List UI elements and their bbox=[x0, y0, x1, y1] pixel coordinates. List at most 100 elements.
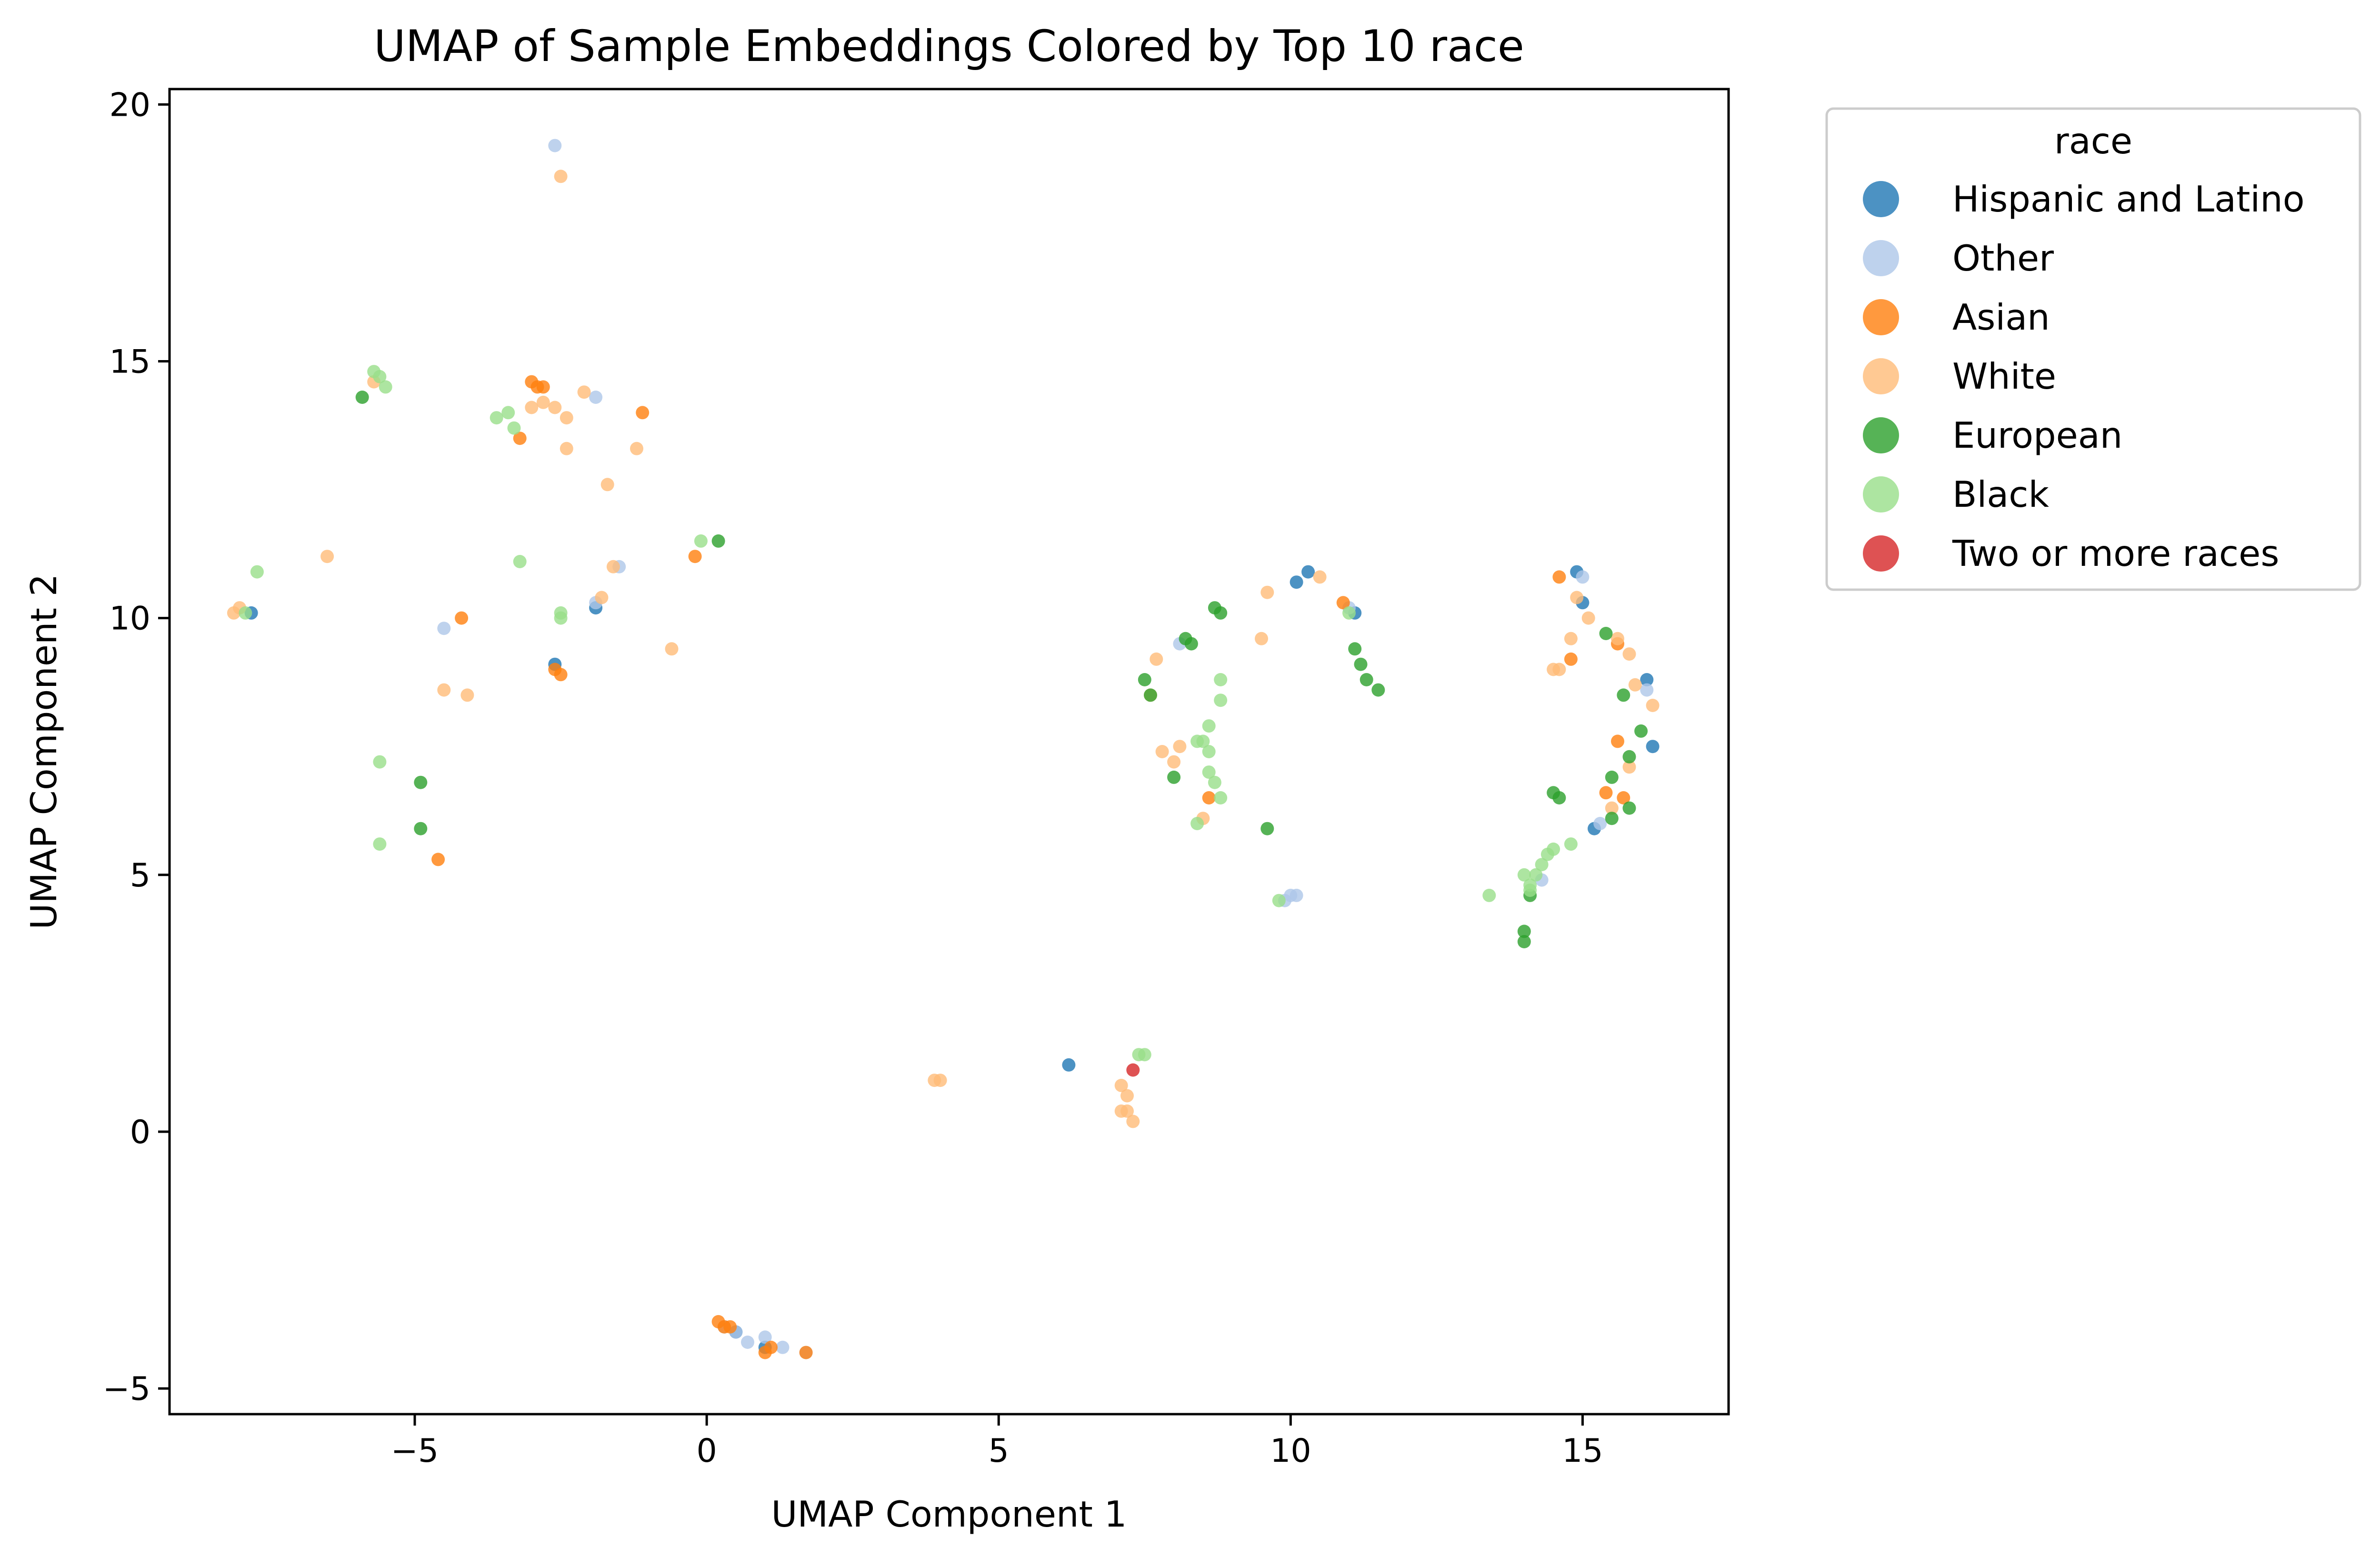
point-5-35 bbox=[1564, 837, 1578, 851]
point-2-9 bbox=[688, 550, 702, 563]
series-6 bbox=[1126, 1063, 1140, 1077]
legend-marker-0 bbox=[1863, 181, 1899, 217]
x-axis: −5 0 5 10 15 bbox=[391, 1414, 1603, 1470]
legend-label-4: European bbox=[1952, 414, 2122, 456]
point-5-6 bbox=[513, 555, 527, 568]
point-4-25 bbox=[1634, 724, 1648, 738]
point-5-20 bbox=[1202, 765, 1216, 779]
point-3-3 bbox=[548, 401, 562, 414]
x-axis-label: UMAP Component 1 bbox=[771, 1493, 1127, 1535]
point-4-11 bbox=[1260, 822, 1274, 835]
y-tick-label-3: 10 bbox=[109, 600, 150, 638]
x-tick-label-0: −5 bbox=[391, 1432, 439, 1470]
point-4-23 bbox=[1617, 688, 1630, 702]
legend-label-1: Other bbox=[1952, 237, 2054, 279]
y-tick-label-2: 5 bbox=[130, 857, 150, 895]
point-4-7 bbox=[1184, 637, 1198, 651]
point-4-10 bbox=[1167, 770, 1181, 784]
point-5-16 bbox=[1202, 719, 1216, 733]
point-2-2 bbox=[536, 380, 550, 394]
point-3-31 bbox=[1255, 632, 1268, 645]
legend-label-5: Black bbox=[1952, 473, 2049, 515]
point-5-34 bbox=[1547, 842, 1560, 856]
legend-marker-4 bbox=[1863, 417, 1899, 453]
point-4-24 bbox=[1622, 750, 1636, 764]
point-4-4 bbox=[1138, 673, 1151, 686]
point-2-17 bbox=[1202, 791, 1216, 804]
point-4-1 bbox=[711, 534, 725, 548]
point-1-11 bbox=[741, 1336, 754, 1349]
x-tick-label-1: 0 bbox=[696, 1432, 717, 1470]
point-2-20 bbox=[1599, 786, 1613, 800]
series-5 bbox=[239, 365, 1578, 1062]
point-4-16 bbox=[1517, 925, 1531, 938]
point-6-0 bbox=[1126, 1063, 1140, 1077]
chart-title: UMAP of Sample Embeddings Colored by Top… bbox=[374, 21, 1524, 71]
point-4-13 bbox=[1354, 657, 1368, 671]
point-4-5 bbox=[1144, 688, 1157, 702]
point-5-22 bbox=[1214, 791, 1228, 804]
point-5-2 bbox=[379, 380, 392, 394]
point-4-14 bbox=[1360, 673, 1373, 686]
point-2-19 bbox=[1611, 734, 1624, 748]
point-5-9 bbox=[250, 565, 264, 579]
point-3-11 bbox=[320, 550, 334, 563]
point-4-26 bbox=[1605, 812, 1619, 825]
legend-frame bbox=[1825, 107, 2361, 591]
point-3-37 bbox=[1581, 611, 1595, 625]
point-2-16 bbox=[1336, 596, 1350, 610]
plot-area bbox=[168, 88, 1730, 1416]
point-3-25 bbox=[1150, 652, 1163, 666]
y-tick-label-0: −5 bbox=[103, 1370, 150, 1408]
legend-title: race bbox=[2054, 120, 2132, 162]
point-3-8 bbox=[600, 478, 614, 492]
point-2-18 bbox=[1564, 652, 1578, 666]
point-5-11 bbox=[694, 534, 708, 548]
point-5-32 bbox=[1535, 858, 1549, 872]
point-3-4 bbox=[560, 411, 573, 425]
point-3-39 bbox=[1622, 647, 1636, 661]
legend-label-0: Hispanic and Latino bbox=[1952, 178, 2305, 220]
point-3-19 bbox=[933, 1074, 947, 1087]
point-3-33 bbox=[1313, 570, 1327, 584]
point-5-18 bbox=[1214, 673, 1228, 686]
point-2-8 bbox=[431, 853, 445, 866]
point-1-12 bbox=[758, 1330, 772, 1344]
point-5-19 bbox=[1214, 694, 1228, 707]
point-4-21 bbox=[1599, 627, 1613, 640]
point-3-44 bbox=[1570, 591, 1584, 604]
point-3-40 bbox=[1628, 678, 1642, 692]
point-3-21 bbox=[1120, 1089, 1134, 1103]
point-3-32 bbox=[1260, 585, 1274, 599]
point-2-12 bbox=[723, 1320, 737, 1334]
point-3-41 bbox=[1646, 699, 1660, 712]
point-5-1 bbox=[373, 370, 387, 383]
point-3-0 bbox=[554, 170, 568, 183]
point-5-8 bbox=[554, 606, 568, 620]
point-2-5 bbox=[455, 611, 469, 625]
y-tick-label-5: 20 bbox=[109, 86, 150, 124]
point-3-28 bbox=[1167, 755, 1181, 769]
point-3-29 bbox=[1173, 740, 1187, 754]
point-4-3 bbox=[414, 822, 428, 835]
point-1-18 bbox=[1576, 570, 1590, 584]
point-5-15 bbox=[1138, 1048, 1151, 1062]
point-5-36 bbox=[1523, 878, 1537, 892]
y-tick-label-4: 15 bbox=[109, 343, 150, 381]
point-4-2 bbox=[414, 775, 428, 789]
point-2-21 bbox=[1617, 791, 1630, 804]
points-layer bbox=[227, 139, 1660, 1359]
point-4-20 bbox=[1552, 791, 1566, 804]
point-3-9 bbox=[606, 560, 620, 573]
y-axis-label: UMAP Component 2 bbox=[23, 574, 65, 930]
point-1-1 bbox=[589, 391, 603, 404]
point-5-5 bbox=[507, 421, 521, 435]
point-3-24 bbox=[1114, 1104, 1128, 1118]
point-0-9 bbox=[1646, 740, 1660, 754]
point-5-21 bbox=[1208, 775, 1221, 789]
point-2-22 bbox=[1552, 570, 1566, 584]
legend: race Hispanic and Latino Other Asian White E… bbox=[1825, 107, 2361, 591]
point-1-0 bbox=[548, 139, 562, 152]
point-2-3 bbox=[513, 432, 527, 445]
point-4-0 bbox=[355, 391, 369, 404]
